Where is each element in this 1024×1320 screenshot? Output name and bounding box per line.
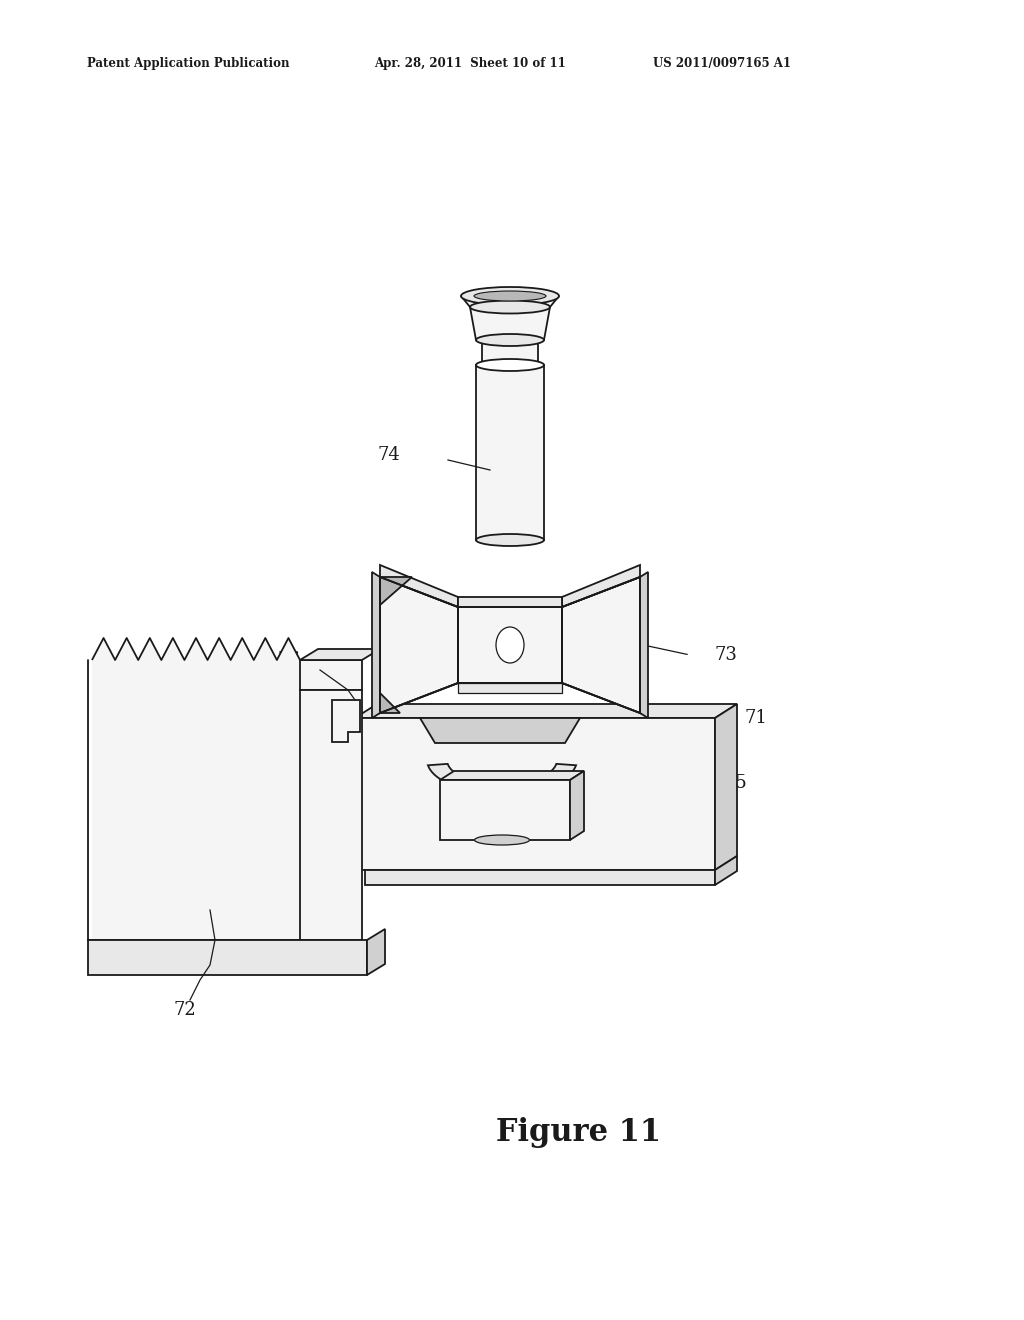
Polygon shape [715,704,737,870]
Ellipse shape [496,627,524,663]
Polygon shape [458,597,562,607]
Polygon shape [367,929,385,975]
Polygon shape [300,690,362,940]
Polygon shape [300,660,362,690]
Polygon shape [440,771,584,780]
Polygon shape [715,855,737,884]
Polygon shape [482,341,538,366]
Polygon shape [420,718,580,743]
Polygon shape [372,572,380,718]
Text: 76: 76 [278,651,300,669]
Text: 73: 73 [715,645,738,664]
Polygon shape [355,704,737,718]
Polygon shape [380,577,458,713]
Polygon shape [332,700,360,742]
Polygon shape [470,308,550,341]
Polygon shape [458,682,562,693]
Text: Figure 11: Figure 11 [496,1117,662,1148]
Polygon shape [355,718,715,870]
Polygon shape [562,577,640,713]
Polygon shape [365,870,715,884]
Polygon shape [640,572,648,718]
Polygon shape [570,771,584,840]
Polygon shape [461,296,559,308]
Text: 72: 72 [174,1001,197,1019]
Ellipse shape [482,360,538,370]
Ellipse shape [474,290,546,301]
Polygon shape [562,565,640,607]
Ellipse shape [470,301,550,314]
Text: 74: 74 [377,446,400,465]
Polygon shape [458,607,562,682]
Polygon shape [380,565,458,607]
Text: 75: 75 [725,774,748,792]
Text: Patent Application Publication: Patent Application Publication [87,57,290,70]
Polygon shape [380,577,412,605]
Polygon shape [428,764,577,793]
Polygon shape [88,940,367,975]
Ellipse shape [474,836,529,845]
Text: 71: 71 [745,709,768,727]
Text: US 2011/0097165 A1: US 2011/0097165 A1 [653,57,792,70]
Polygon shape [92,638,300,940]
Ellipse shape [476,359,544,371]
Ellipse shape [461,286,559,305]
Polygon shape [440,780,570,840]
Ellipse shape [476,334,544,346]
Polygon shape [476,366,544,540]
Polygon shape [380,693,400,713]
Ellipse shape [476,535,544,546]
Text: Apr. 28, 2011  Sheet 10 of 11: Apr. 28, 2011 Sheet 10 of 11 [374,57,565,70]
Polygon shape [300,649,380,660]
